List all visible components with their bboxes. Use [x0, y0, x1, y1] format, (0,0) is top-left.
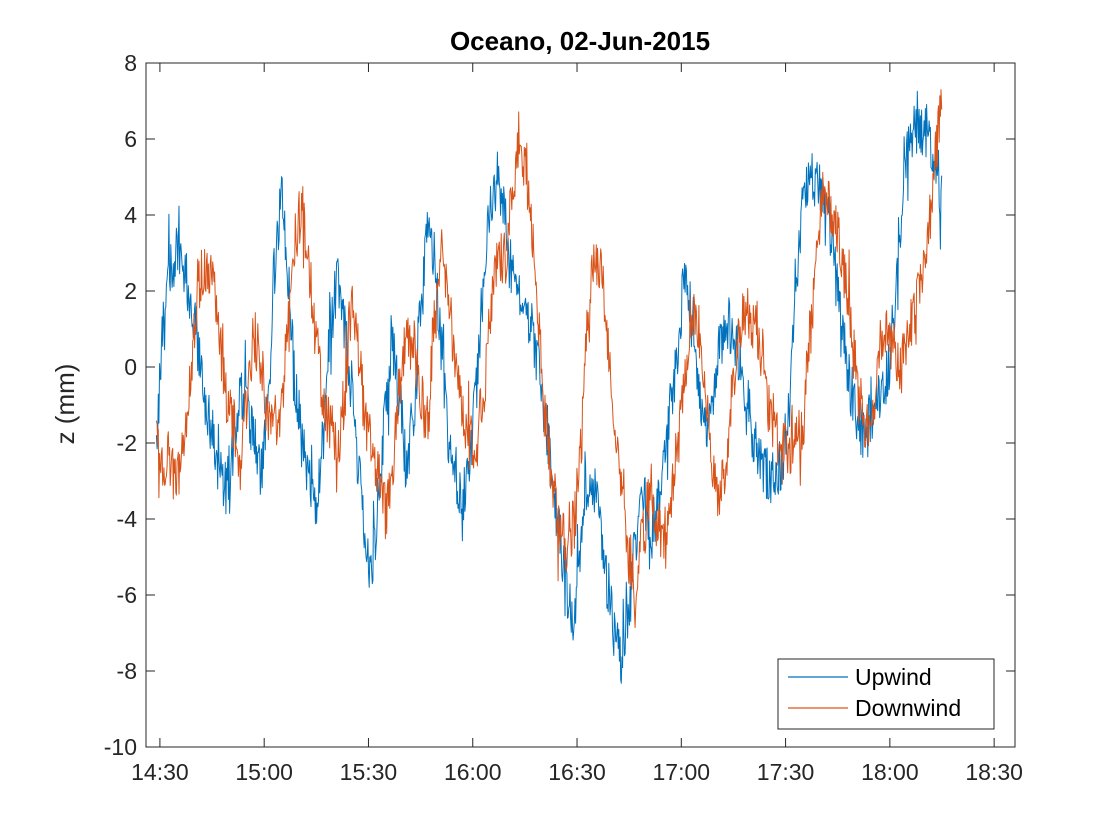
x-tick-label: 14:30: [131, 759, 189, 785]
series-line-downwind: [155, 89, 943, 628]
x-tick-label: 15:30: [340, 759, 398, 785]
y-tick-label: 6: [124, 126, 137, 152]
legend-label-upwind: Upwind: [855, 664, 932, 690]
x-tick-label: 16:00: [444, 759, 502, 785]
y-tick-label: 0: [124, 354, 137, 380]
y-tick-label: 4: [124, 202, 137, 228]
ticks: -10 -8 -6 -4 -2 0 2 4 6 8 14:30 15:00 15:30 16:00 16:3…: [104, 50, 1023, 785]
legend-label-downwind: Downwind: [855, 695, 961, 721]
x-tick-label: 18:30: [965, 759, 1023, 785]
y-tick-label: -6: [117, 582, 137, 608]
y-tick-label: -2: [117, 430, 137, 456]
x-tick-label: 17:00: [653, 759, 711, 785]
x-tick-label: 18:00: [861, 759, 919, 785]
y-tick-label: 2: [124, 278, 137, 304]
y-tick-label: -10: [104, 734, 137, 760]
chart-title: Oceano, 02-Jun-2015: [450, 26, 710, 56]
legend-box: [777, 658, 995, 730]
plot-lines: [155, 89, 943, 684]
y-tick-label: -8: [117, 658, 137, 684]
plot-frame: [145, 62, 1016, 748]
x-tick-label: 16:30: [548, 759, 606, 785]
x-tick-label: 17:30: [757, 759, 815, 785]
y-tick-label: 8: [124, 50, 137, 76]
legend: Upwind Downwind: [777, 658, 995, 730]
x-tick-label: 15:00: [235, 759, 293, 785]
y-axis-label: z (mm): [50, 364, 80, 445]
y-tick-label: -4: [117, 506, 138, 532]
